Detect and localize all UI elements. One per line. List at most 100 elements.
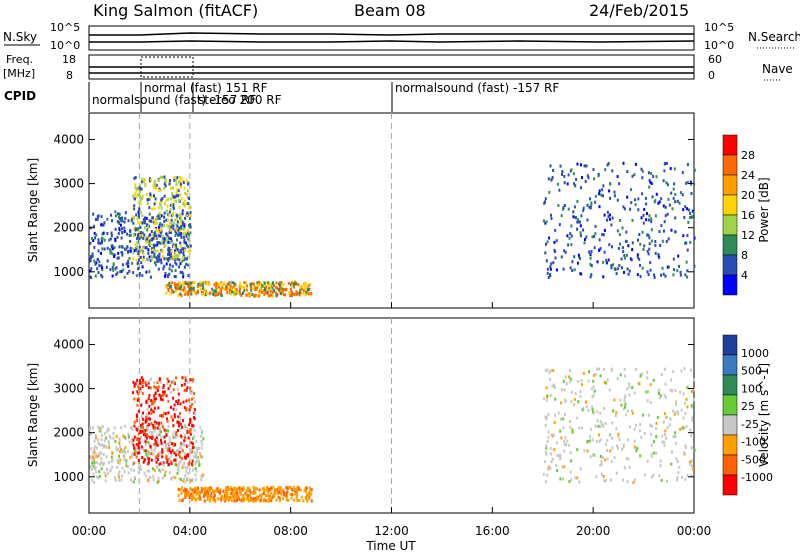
heatmap-cell bbox=[227, 282, 230, 286]
heatmap-cell bbox=[664, 416, 667, 419]
heatmap-cell bbox=[566, 234, 569, 238]
heatmap-cell bbox=[579, 231, 582, 235]
heatmap-cell bbox=[639, 374, 642, 378]
heatmap-cell bbox=[103, 247, 106, 251]
heatmap-cell bbox=[666, 183, 669, 187]
colorbar-segment bbox=[722, 374, 738, 396]
heatmap-cell bbox=[119, 445, 121, 449]
heatmap-cell bbox=[188, 496, 191, 499]
heatmap-cell bbox=[166, 446, 169, 450]
heatmap-cell bbox=[545, 242, 547, 246]
heatmap-cell bbox=[182, 254, 185, 258]
heatmap-cell bbox=[552, 433, 555, 437]
heatmap-cell bbox=[259, 498, 262, 502]
heatmap-cell bbox=[158, 189, 161, 192]
heatmap-cell bbox=[187, 263, 190, 267]
heatmap-cell bbox=[196, 284, 199, 288]
heatmap-cell bbox=[156, 381, 159, 385]
heatmap-cell bbox=[254, 491, 257, 495]
heatmap-cell bbox=[192, 494, 195, 498]
heatmap-cell bbox=[573, 403, 576, 407]
heatmap-cell bbox=[638, 257, 641, 261]
heatmap-cell bbox=[134, 382, 137, 386]
heatmap-cell bbox=[628, 425, 631, 429]
heatmap-cell bbox=[135, 455, 138, 459]
heatmap-cell bbox=[304, 288, 307, 292]
heatmap-cell bbox=[184, 435, 187, 439]
heatmap-cell bbox=[150, 219, 153, 223]
colorbar-tick-label: -25 bbox=[741, 418, 759, 431]
heatmap-cell bbox=[198, 451, 201, 455]
heatmap-cell bbox=[186, 182, 189, 186]
heatmap-cell bbox=[94, 467, 96, 471]
heatmap-cell bbox=[136, 398, 139, 402]
y-tick-label: 1000 bbox=[53, 265, 84, 279]
heatmap-cell bbox=[573, 268, 576, 272]
heatmap-cell bbox=[675, 403, 678, 407]
heatmap-cell bbox=[555, 441, 558, 445]
colorbar-segment bbox=[722, 434, 738, 456]
heatmap-cell bbox=[151, 207, 154, 211]
heatmap-cell bbox=[145, 412, 148, 416]
heatmap-cell bbox=[623, 367, 626, 371]
heatmap-cell bbox=[304, 281, 307, 285]
heatmap-cell bbox=[138, 186, 141, 190]
heatmap-cell bbox=[115, 446, 118, 450]
heatmap-cell bbox=[200, 487, 203, 490]
heatmap-cell bbox=[263, 489, 266, 493]
heatmap-cell bbox=[238, 486, 241, 490]
heatmap-cell bbox=[101, 266, 103, 270]
heatmap-cell bbox=[189, 244, 192, 248]
heatmap-cell bbox=[684, 412, 687, 415]
heatmap-cell bbox=[191, 488, 194, 492]
heatmap-cell bbox=[179, 460, 182, 464]
heatmap-cell bbox=[230, 491, 233, 495]
heatmap-cell bbox=[580, 214, 583, 218]
heatmap-cell bbox=[170, 453, 173, 457]
heatmap-cell bbox=[146, 426, 149, 430]
heatmap-cell bbox=[613, 456, 616, 460]
heatmap-cell bbox=[197, 282, 200, 286]
heatmap-cell bbox=[574, 391, 577, 395]
heatmap-cell bbox=[545, 259, 548, 263]
heatmap-cell bbox=[616, 377, 619, 381]
heatmap-cell bbox=[585, 405, 588, 409]
heatmap-cell bbox=[91, 461, 94, 465]
heatmap-cell bbox=[194, 453, 197, 457]
heatmap-cell bbox=[105, 455, 108, 459]
heatmap-cell bbox=[141, 194, 144, 198]
heatmap-cell bbox=[609, 432, 612, 436]
heatmap-cell bbox=[686, 405, 689, 409]
heatmap-cell bbox=[269, 284, 272, 288]
heatmap-cell bbox=[184, 282, 187, 285]
heatmap-cell bbox=[152, 243, 155, 247]
heatmap-cell bbox=[153, 219, 156, 223]
heatmap-cell bbox=[560, 388, 563, 392]
heatmap-cell bbox=[645, 390, 648, 394]
heatmap-cell bbox=[589, 435, 591, 439]
heatmap-cell bbox=[569, 232, 572, 236]
heatmap-cell bbox=[581, 426, 584, 430]
heatmap-cell bbox=[162, 237, 165, 241]
heatmap-cell bbox=[103, 439, 106, 443]
heatmap-cell bbox=[193, 434, 196, 438]
heatmap-cell bbox=[642, 221, 645, 225]
heatmap-cell bbox=[170, 237, 172, 241]
heatmap-cell bbox=[150, 452, 153, 456]
heatmap-cell bbox=[123, 226, 126, 230]
heatmap-cell bbox=[576, 261, 579, 265]
x-tick-label: 16:00 bbox=[475, 524, 510, 538]
heatmap-cell bbox=[631, 248, 634, 252]
heatmap-cell bbox=[230, 486, 233, 490]
heatmap-cell bbox=[550, 460, 553, 464]
heatmap-cell bbox=[145, 240, 147, 244]
heatmap-cell bbox=[282, 493, 285, 497]
heatmap-cell bbox=[624, 256, 626, 260]
heatmap-cell bbox=[604, 479, 607, 482]
heatmap-cell bbox=[175, 199, 178, 203]
heatmap-cell bbox=[180, 218, 183, 222]
heatmap-cell bbox=[189, 386, 191, 390]
heatmap-cell bbox=[603, 213, 606, 217]
heatmap-cell bbox=[142, 180, 145, 184]
